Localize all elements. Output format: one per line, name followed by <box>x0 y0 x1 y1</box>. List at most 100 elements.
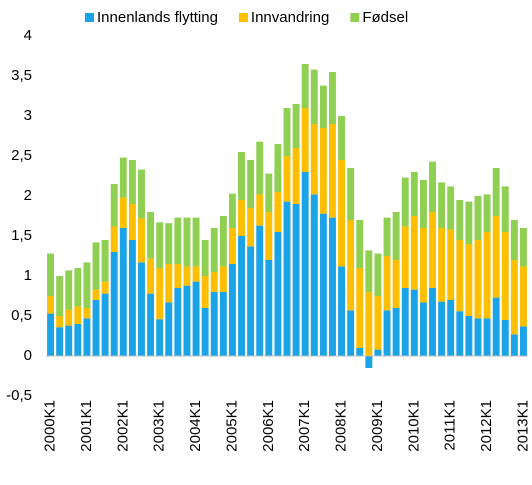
bar <box>483 232 491 319</box>
bar <box>319 128 327 214</box>
bar <box>128 160 136 204</box>
bar <box>65 270 73 310</box>
bar <box>465 244 473 316</box>
bar <box>228 264 236 356</box>
bar <box>438 182 446 228</box>
legend-label: Innvandring <box>251 9 329 26</box>
bar <box>519 326 527 356</box>
bar <box>438 301 446 356</box>
bar <box>201 308 209 356</box>
bar <box>138 218 145 263</box>
bar <box>392 212 400 260</box>
bar <box>447 300 455 356</box>
bar <box>292 148 300 204</box>
bar <box>401 177 409 227</box>
x-tick-label: 2011K1 <box>442 400 459 451</box>
bar <box>219 216 227 267</box>
x-tick-label: 2007K1 <box>296 400 313 452</box>
bar <box>310 124 318 195</box>
bar <box>329 124 336 218</box>
bar <box>274 144 282 192</box>
bar <box>183 285 191 356</box>
bar <box>429 212 436 288</box>
bar <box>347 168 355 220</box>
bar <box>128 240 136 356</box>
bar <box>383 217 391 256</box>
bar <box>419 180 427 228</box>
bar <box>456 240 464 312</box>
bar <box>147 293 155 356</box>
bar <box>83 262 91 308</box>
bar <box>156 268 164 320</box>
x-tick-label: 2004K1 <box>187 400 204 452</box>
bar <box>483 318 491 356</box>
bar <box>347 220 355 311</box>
x-tick-label: 2002K1 <box>114 400 131 452</box>
bar <box>65 309 73 326</box>
x-tick-label: 2003K1 <box>151 400 168 452</box>
bar <box>92 289 100 300</box>
bar <box>165 264 173 303</box>
bar <box>83 308 91 319</box>
bar <box>365 250 373 292</box>
y-tick-label: 1 <box>24 267 32 284</box>
bar <box>210 272 218 292</box>
bar <box>101 281 109 294</box>
bar <box>319 85 327 128</box>
bar <box>492 216 500 298</box>
bar <box>392 260 400 308</box>
x-tick-label: 2006K1 <box>260 400 277 452</box>
bar <box>501 232 509 320</box>
bar <box>410 172 418 216</box>
bar <box>510 220 518 260</box>
bar <box>274 232 282 356</box>
bar <box>192 281 200 356</box>
y-tick-label: 2,5 <box>11 147 32 164</box>
x-tick-label: 2001K1 <box>78 400 95 452</box>
bar <box>283 156 291 202</box>
bar <box>347 310 355 356</box>
bar <box>456 200 464 240</box>
bar <box>419 302 427 356</box>
bar <box>56 276 64 316</box>
bar <box>510 334 518 356</box>
bar <box>147 212 155 259</box>
bar <box>192 217 200 267</box>
bar <box>283 108 291 156</box>
bar <box>474 240 482 319</box>
bar <box>356 220 364 268</box>
bar <box>56 327 64 356</box>
x-tick-label: 2009K1 <box>369 400 386 452</box>
bar <box>165 223 173 264</box>
bar <box>110 226 118 252</box>
bar <box>119 157 127 198</box>
bar <box>47 313 55 356</box>
bar <box>374 253 382 296</box>
y-tick-label: 2 <box>24 187 32 204</box>
y-tick-label: -0,5 <box>6 387 32 404</box>
y-tick-label: 3,5 <box>11 67 32 84</box>
bar <box>401 226 409 288</box>
bar <box>101 240 109 282</box>
bar <box>501 320 509 356</box>
bar <box>74 268 82 307</box>
bar <box>401 288 409 356</box>
bar <box>338 160 346 267</box>
bar <box>419 228 427 303</box>
bar <box>474 318 482 356</box>
bar <box>247 160 255 208</box>
bar <box>65 325 73 356</box>
bar <box>319 213 327 356</box>
bar <box>47 253 55 296</box>
bar <box>447 186 455 230</box>
bar <box>519 266 527 327</box>
bar <box>219 292 227 356</box>
legend-label: Innenlands flytting <box>97 9 218 26</box>
bar <box>156 319 164 356</box>
bar <box>110 252 118 356</box>
bar <box>74 324 82 356</box>
bar <box>429 288 436 356</box>
bar <box>365 356 373 368</box>
legend-label: Fødsel <box>362 9 408 26</box>
